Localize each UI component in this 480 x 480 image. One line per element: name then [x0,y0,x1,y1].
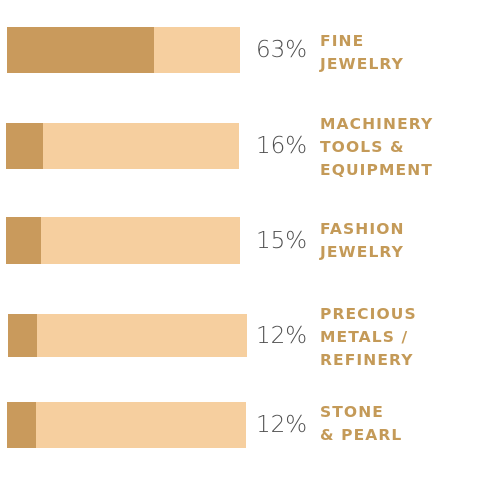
value-label: 12% [256,322,308,349]
category-label-line: FINE [320,32,365,50]
category-label-line: JEWELRY [320,243,404,261]
category-label-line: EQUIPMENT [320,161,433,179]
bar-track [7,402,246,448]
category-label-line: & PEARL [320,426,403,444]
value-label: 12% [256,412,308,438]
bar-fill [6,123,44,169]
category-label: FINE JEWELRY [320,30,404,76]
category-label: MACHINERY TOOLS & EQUIPMENT [320,113,433,182]
bar-track [6,123,239,169]
bar-fill [7,27,154,73]
category-label-line: JEWELRY [320,55,404,73]
bar-fill [7,402,36,448]
category-label: PRECIOUS METALS / REFINERY [320,303,417,372]
category-label-line: PRECIOUS [320,305,417,323]
category-label-line: FASHION [320,220,405,238]
value-label: 16% [256,133,308,159]
bar-track [8,314,247,357]
category-label: FASHION JEWELRY [320,218,405,264]
category-label-line: TOOLS & [320,138,405,156]
category-label-line: STONE [320,403,384,421]
bar-track [7,27,240,73]
value-label: 63% [256,37,308,63]
category-label-line: REFINERY [320,351,414,369]
category-label-line: MACHINERY [320,115,434,133]
bar-fill [6,217,42,264]
category-label: STONE & PEARL [320,401,402,447]
value-label: 15% [256,227,308,254]
bar-track [6,217,240,264]
category-label-line: METALS / [320,328,409,346]
bar-fill [8,314,37,357]
